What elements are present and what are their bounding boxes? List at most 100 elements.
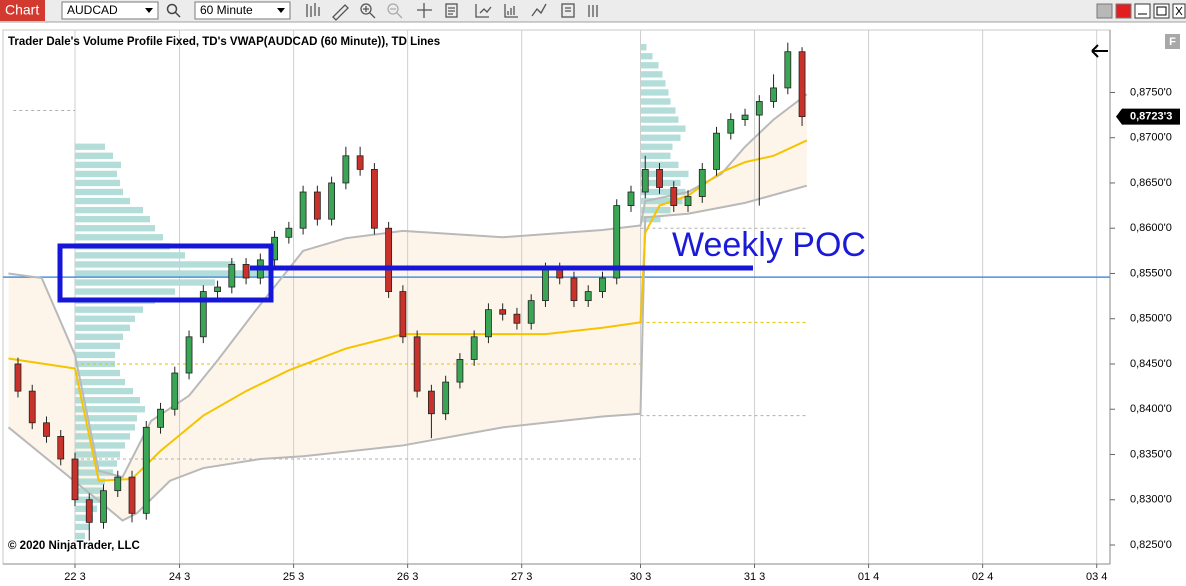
profile-bar [640, 116, 679, 123]
profile-bar [74, 252, 185, 259]
profile-bar [640, 62, 659, 69]
profile-bar [74, 469, 113, 476]
candle-body [43, 422, 50, 437]
candle-body [784, 51, 792, 89]
maximize-button[interactable] [1153, 3, 1170, 19]
candle-body [656, 168, 663, 188]
copyright: © 2020 NinjaTrader, LLC [8, 540, 140, 552]
overlay-line [7, 184, 808, 522]
profile-bar [74, 288, 175, 295]
panel-button[interactable] [1165, 34, 1180, 49]
y-tick-label: 0,8500'0 [1130, 313, 1172, 325]
candle-body [28, 390, 36, 424]
candle-body [741, 114, 749, 121]
y-tick-label: 0,8550'0 [1130, 267, 1172, 279]
candle-body [57, 435, 65, 460]
chart-tab[interactable] [0, 0, 45, 21]
y-tick-label: 0,8250'0 [1130, 539, 1172, 551]
profile-bar [74, 333, 123, 340]
profile-bar [74, 206, 143, 214]
profile-bar [74, 179, 120, 187]
candle-body [285, 227, 293, 238]
candle-body [542, 268, 549, 302]
profile-bar [640, 197, 683, 205]
candle-body [684, 196, 692, 206]
profile-bar [74, 270, 270, 277]
candle-body [356, 155, 364, 170]
tab-label[interactable]: Chart [5, 2, 39, 18]
profile-bar [640, 53, 653, 60]
dropdown-arrow [145, 8, 153, 13]
plot [3, 30, 1110, 564]
y-tick-label: 0,8450'0 [1130, 358, 1172, 370]
y-tick-label: 0,8750'0 [1130, 86, 1172, 98]
candle-body [399, 291, 407, 338]
profile-bar [74, 197, 130, 205]
candle-body [798, 51, 806, 118]
interval-label[interactable]: 60 Minute [200, 3, 253, 17]
profile-bar [640, 80, 666, 87]
toolbar-icons[interactable] [306, 3, 598, 21]
scroll-arrow[interactable] [1091, 44, 1108, 58]
candle-body [370, 168, 378, 229]
y-tick-label: 0,8700'0 [1130, 132, 1172, 144]
candle-body [470, 336, 478, 360]
candle-body [770, 87, 777, 102]
profile-bar [74, 451, 120, 458]
candle-body [313, 191, 321, 220]
profile-bar [74, 406, 145, 413]
profile-bar [74, 514, 93, 522]
profile-bar [640, 71, 663, 78]
last-price-tag [1116, 108, 1180, 125]
candle-body [485, 309, 492, 338]
profile-bar [74, 369, 120, 377]
candle-body [71, 458, 79, 501]
search-icon[interactable] [166, 3, 181, 18]
panel-label[interactable]: F [1169, 36, 1176, 48]
instrument-label[interactable]: AUDCAD [67, 3, 118, 17]
candle-body [584, 291, 592, 302]
candle-body [627, 191, 635, 206]
profile-bar [640, 206, 671, 214]
profile-bar [640, 98, 671, 105]
profile-bar [74, 143, 105, 150]
minimize-button[interactable] [1134, 3, 1151, 19]
window-glyphs [1138, 6, 1183, 16]
x-tick-label: 01 4 [858, 571, 879, 583]
profile-bar [74, 378, 125, 386]
y-tick-label: 0,8300'0 [1130, 494, 1172, 506]
candle-body [428, 390, 435, 415]
profile-bar [74, 415, 137, 422]
profile-bar [74, 225, 155, 232]
window-button[interactable] [1096, 3, 1113, 19]
profile-bar [74, 152, 113, 159]
profile-bar [74, 397, 140, 404]
candle-body [328, 182, 336, 220]
y-tick-label: 0,8350'0 [1130, 448, 1172, 460]
profile-bar [640, 143, 673, 150]
x-tick-label: 31 3 [744, 571, 765, 583]
profile-bar [74, 261, 235, 268]
profile-bar [640, 125, 686, 132]
x-tick-label: 25 3 [283, 571, 304, 583]
candle-body [413, 336, 421, 392]
profile-bar [74, 306, 143, 313]
profile-bar [640, 152, 671, 159]
interval-select[interactable] [194, 1, 291, 20]
window-button[interactable] [1115, 3, 1132, 19]
poc-box[interactable] [57, 243, 274, 303]
candle-body [185, 336, 193, 374]
candle-body [214, 286, 221, 292]
candle-body [299, 191, 307, 229]
profile-bar [640, 89, 669, 96]
profile-bar [640, 170, 689, 178]
instrument-select[interactable] [61, 1, 159, 20]
candle-body [698, 168, 706, 197]
profile-bar [640, 107, 676, 114]
x-tick-label: 27 3 [511, 571, 532, 583]
y-tick-label: 0,8600'0 [1130, 222, 1172, 234]
profile-bar [74, 161, 121, 169]
profile-bar [74, 342, 120, 350]
